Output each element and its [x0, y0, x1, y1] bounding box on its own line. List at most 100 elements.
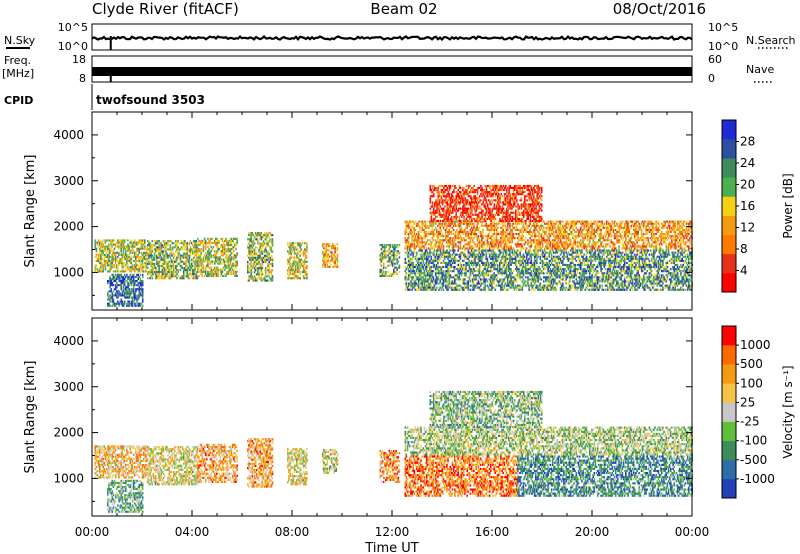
- power-cell: [519, 274, 521, 277]
- power-cell: [643, 288, 645, 291]
- power-cell: [112, 249, 115, 252]
- power-cell: [163, 242, 166, 245]
- power-cell: [582, 270, 584, 273]
- power-cell: [139, 262, 142, 265]
- power-cell: [643, 278, 645, 281]
- power-cell: [527, 280, 529, 283]
- power-cell: [230, 237, 233, 240]
- power-cell: [131, 280, 134, 283]
- power-cell: [528, 288, 530, 291]
- power-cell: [535, 284, 537, 287]
- power-cell: [591, 274, 593, 277]
- power-cell: [499, 266, 501, 269]
- power-cell: [532, 288, 535, 291]
- power-cell: [176, 246, 178, 249]
- power-cell: [593, 263, 596, 266]
- power-cell: [297, 244, 299, 247]
- power-cell: [418, 270, 420, 273]
- power-cell: [537, 251, 539, 254]
- power-cell: [493, 278, 495, 281]
- power-cell: [571, 266, 573, 269]
- power-cell: [216, 244, 218, 247]
- power-cell: [434, 278, 437, 281]
- power-cell: [306, 264, 308, 267]
- power-cell: [132, 273, 135, 276]
- power-cell: [478, 286, 481, 289]
- power-cell: [221, 270, 224, 273]
- power-cell: [654, 278, 656, 281]
- power-cell: [422, 268, 425, 271]
- power-cell: [174, 246, 176, 249]
- power-cell: [526, 255, 528, 258]
- power-cell: [492, 253, 494, 256]
- power-cell: [510, 278, 512, 281]
- power-cell: [456, 268, 458, 271]
- power-cell: [135, 280, 137, 283]
- power-cell: [104, 268, 107, 271]
- power-cell: [419, 278, 421, 281]
- power-cell: [406, 249, 409, 252]
- power-cell: [530, 261, 533, 264]
- power-cell: [454, 253, 456, 256]
- power-cell: [146, 260, 148, 263]
- power-cell: [137, 284, 139, 287]
- power-cell: [434, 266, 437, 269]
- power-cell: [540, 278, 543, 281]
- power-cell: [463, 263, 465, 266]
- power-cell: [565, 274, 567, 277]
- power-cell: [505, 261, 508, 264]
- power-cell: [119, 260, 121, 263]
- power-cell: [560, 282, 563, 285]
- power-cell: [505, 266, 508, 269]
- power-cell: [181, 254, 184, 257]
- power-cell: [454, 268, 456, 271]
- power-cell: [235, 266, 237, 269]
- power-cell: [447, 261, 449, 264]
- power-cell: [108, 255, 110, 258]
- power-cell: [582, 282, 584, 285]
- power-cell: [492, 249, 494, 252]
- power-cell: [429, 284, 431, 287]
- power-cell: [271, 242, 274, 245]
- power-cell: [95, 266, 98, 269]
- power-cell: [439, 268, 441, 271]
- power-cell: [137, 249, 139, 252]
- power-cell: [458, 274, 461, 277]
- power-cell: [334, 251, 336, 254]
- power-cell: [610, 259, 612, 262]
- power-cell: [648, 276, 651, 279]
- power-cell: [151, 246, 154, 249]
- power-cell: [256, 238, 258, 241]
- power-cell: [515, 274, 518, 277]
- power-cell: [591, 280, 593, 283]
- power-cell: [550, 272, 553, 275]
- power-cell: [300, 248, 303, 251]
- power-cell: [419, 280, 421, 283]
- power-cell: [433, 288, 436, 291]
- power-cell: [183, 242, 185, 245]
- power-cell: [393, 268, 395, 271]
- power-cell: [495, 268, 498, 271]
- power-cell: [262, 234, 265, 237]
- power-cell: [289, 273, 291, 276]
- power-cell: [456, 274, 458, 277]
- power-cell: [324, 259, 326, 262]
- power-cell: [186, 271, 188, 274]
- power-cell: [496, 268, 499, 271]
- power-cell: [621, 257, 624, 260]
- power-cell: [540, 288, 543, 291]
- power-cell: [156, 242, 158, 245]
- power-cell: [141, 294, 144, 297]
- power-cell: [620, 266, 623, 269]
- power-cell: [262, 250, 265, 253]
- power-cell: [292, 260, 295, 263]
- power-cell: [305, 256, 307, 259]
- power-cell: [187, 260, 190, 263]
- power-cell: [572, 270, 574, 273]
- power-cell: [186, 273, 188, 276]
- power-cell: [477, 270, 480, 273]
- power-cell: [198, 266, 200, 269]
- power-cell: [266, 258, 268, 261]
- power-cell: [550, 253, 553, 256]
- power-cell: [566, 255, 569, 258]
